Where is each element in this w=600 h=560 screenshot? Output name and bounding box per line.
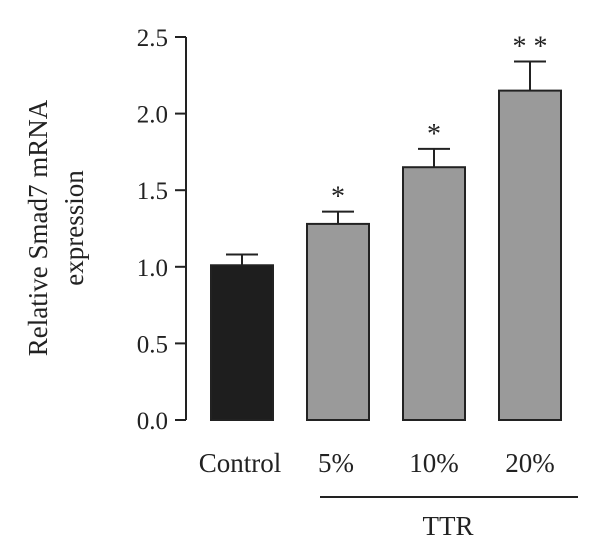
significance-marker: *: [331, 182, 345, 213]
bar-control: [210, 264, 274, 421]
y-tick-label: 1.5: [137, 178, 168, 205]
significance-marker: * *: [513, 32, 548, 63]
y-axis-label: Relative Smad7 mRNA expression: [23, 99, 89, 356]
x-tick-label: 20%: [505, 448, 555, 478]
group-annotation: TTR: [320, 496, 578, 541]
x-tick-label: 5%: [318, 448, 354, 478]
y-tick-label: 1.0: [137, 255, 168, 282]
y-tick-label: 0.0: [137, 408, 168, 435]
y-axis: 0.0 0.5 1.0 1.5 2.0 2.5: [137, 25, 187, 435]
x-tick-label: 10%: [409, 448, 459, 478]
y-tick-label: 2.0: [137, 102, 168, 129]
bar-5pct: [306, 222, 370, 421]
x-tick-label: Control: [199, 448, 282, 478]
y-tick-label: 2.5: [137, 25, 168, 52]
bar-10pct: [402, 166, 466, 421]
significance-marker: *: [427, 119, 441, 150]
bars: * * * *: [210, 32, 562, 422]
x-axis-labels: Control 5% 10% 20%: [199, 448, 555, 478]
y-axis-label-line-1: Relative Smad7 mRNA: [23, 99, 53, 356]
y-axis-label-line-2: expression: [59, 170, 89, 286]
group-label: TTR: [423, 511, 474, 541]
y-tick-label: 0.5: [137, 331, 168, 358]
bar-20pct: [498, 89, 562, 422]
